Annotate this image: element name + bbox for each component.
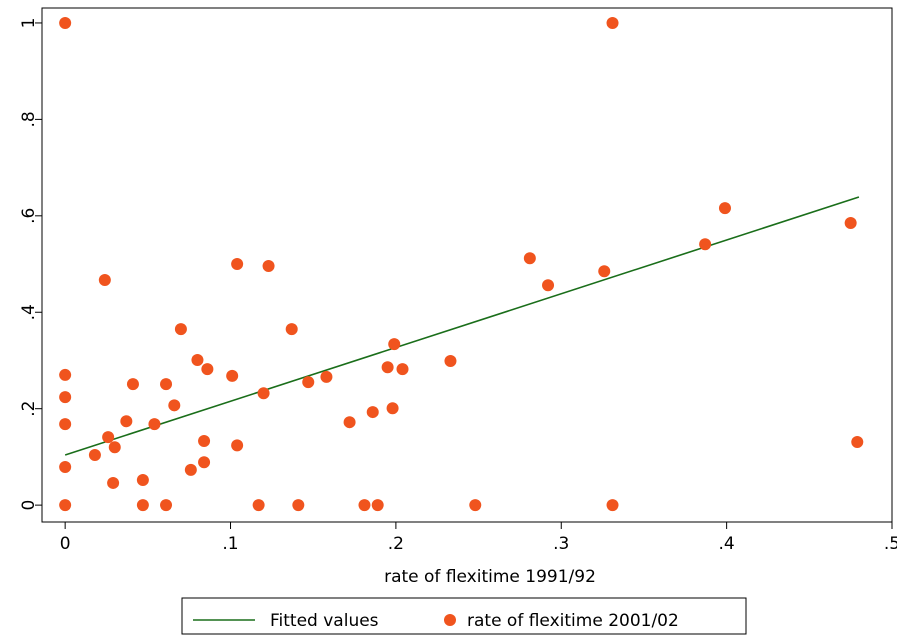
point <box>148 418 161 431</box>
point <box>160 378 173 391</box>
point <box>59 499 72 512</box>
point <box>231 258 244 271</box>
point <box>136 499 149 512</box>
x-axis-label: rate of flexitime 1991/92 <box>384 567 596 587</box>
point <box>126 378 139 391</box>
point <box>252 499 265 512</box>
point <box>198 434 211 447</box>
y-tick-label: 1 <box>19 18 39 29</box>
point <box>386 402 399 415</box>
legend-label: rate of flexitime 2001/02 <box>467 611 679 631</box>
x-tick-label: .5 <box>884 534 897 554</box>
x-tick-label: 0 <box>60 534 71 554</box>
point <box>320 370 333 383</box>
point <box>174 323 187 336</box>
point <box>59 418 72 431</box>
y-tick-label: .2 <box>19 401 39 417</box>
point <box>59 391 72 404</box>
point <box>107 476 120 489</box>
point <box>366 406 379 419</box>
point <box>844 217 857 230</box>
y-tick-label: .8 <box>19 111 39 127</box>
point <box>136 474 149 487</box>
point <box>231 439 244 452</box>
point <box>396 363 409 376</box>
point <box>606 16 619 29</box>
point <box>102 431 115 444</box>
point <box>851 435 864 448</box>
point <box>469 499 482 512</box>
y-tick-label: .6 <box>19 208 39 224</box>
point <box>226 369 239 382</box>
y-tick-label: 0 <box>19 500 39 511</box>
point <box>98 273 111 286</box>
point <box>381 361 394 374</box>
point <box>388 338 401 351</box>
point <box>120 415 133 428</box>
y-tick-label: .4 <box>19 304 39 320</box>
x-tick-label: .4 <box>719 534 735 554</box>
point <box>198 456 211 469</box>
point <box>718 202 731 215</box>
point <box>371 499 384 512</box>
legend-box <box>181 597 747 635</box>
point <box>358 499 371 512</box>
point <box>302 376 315 389</box>
point <box>257 387 270 400</box>
fitted-line <box>64 196 860 456</box>
x-tick-label: .3 <box>553 534 569 554</box>
plot-frame <box>41 7 893 523</box>
x-tick-label: .2 <box>388 534 404 554</box>
point <box>285 323 298 336</box>
point <box>88 448 101 461</box>
point <box>160 499 173 512</box>
point <box>606 499 619 512</box>
point <box>108 441 121 454</box>
point <box>59 461 72 474</box>
legend-swatch <box>444 614 456 626</box>
point <box>699 238 712 251</box>
legend-label: Fitted values <box>270 611 379 631</box>
point <box>598 265 611 278</box>
point <box>191 353 204 366</box>
point <box>201 363 214 376</box>
point <box>262 259 275 272</box>
point <box>292 499 305 512</box>
point <box>343 416 356 429</box>
point <box>59 16 72 29</box>
point <box>444 354 457 367</box>
point <box>542 279 555 292</box>
point <box>59 368 72 381</box>
point <box>168 399 181 412</box>
point <box>184 463 197 476</box>
point <box>523 252 536 265</box>
x-tick-label: .1 <box>222 534 238 554</box>
